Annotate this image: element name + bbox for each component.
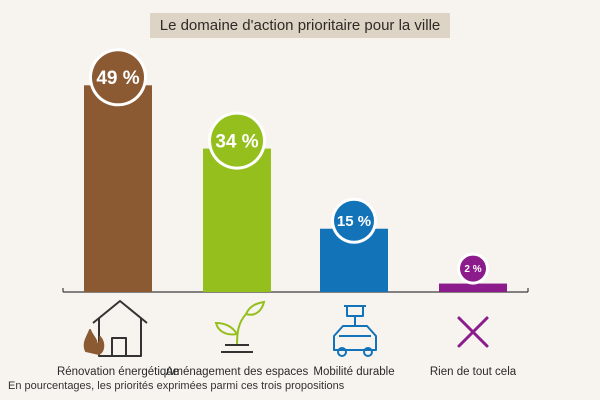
title-wrapper: Le domaine d'action prioritaire pour la … xyxy=(0,13,600,38)
bar xyxy=(439,283,507,292)
bar xyxy=(203,148,271,292)
value-label-circle xyxy=(211,114,263,167)
category-label: Rien de tout cela xyxy=(430,366,517,378)
value-label-circle xyxy=(334,200,374,241)
category-label: Aménagement des espaces xyxy=(166,366,309,378)
value-label-circle xyxy=(92,51,144,104)
category-label: Mobilité durable xyxy=(313,366,394,378)
chart-title: Le domaine d'action prioritaire pour la … xyxy=(149,13,451,38)
value-label: 15 % xyxy=(337,213,371,230)
category-label: Rénovation énergétique xyxy=(57,366,179,378)
footnote: En pourcentages, les priorités exprimées… xyxy=(8,380,345,392)
bar xyxy=(84,85,152,293)
seedling-icon xyxy=(214,300,266,353)
value-label-circle xyxy=(460,255,486,282)
cross-icon xyxy=(457,316,489,348)
value-label: 49 % xyxy=(96,68,139,89)
house-fire-icon xyxy=(83,300,148,357)
value-label: 2 % xyxy=(464,264,481,275)
electric-car-icon xyxy=(333,305,377,357)
value-label: 34 % xyxy=(215,131,258,152)
